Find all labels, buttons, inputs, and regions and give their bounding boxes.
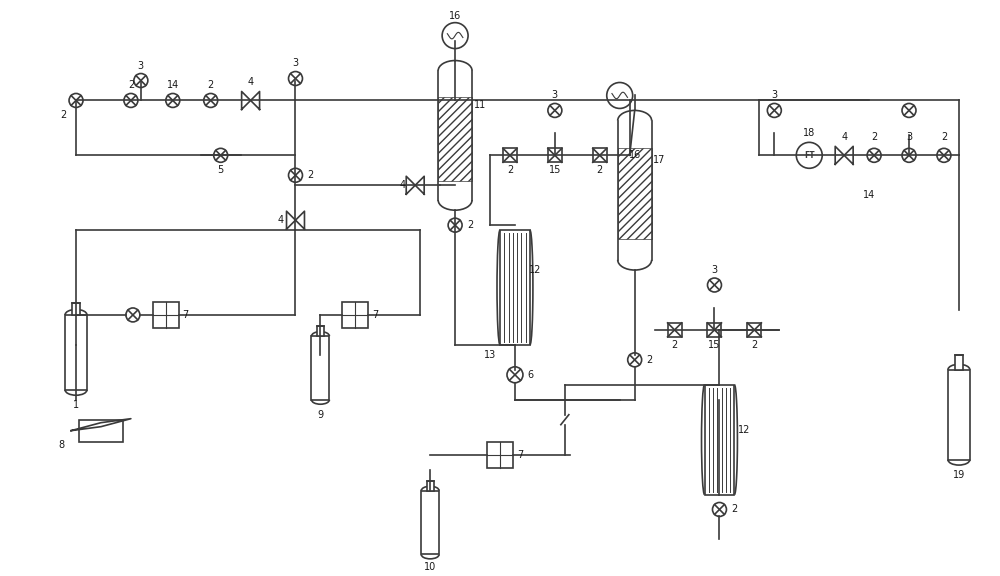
Bar (72, 303, 80, 315)
Bar (707, 323, 721, 337)
Bar (487, 442, 513, 468)
Text: 3: 3 (138, 60, 144, 70)
Text: 17: 17 (653, 156, 666, 165)
Text: 11: 11 (474, 100, 486, 111)
Text: 2: 2 (60, 111, 66, 120)
Bar (65, 315, 87, 390)
Bar (79, 420, 123, 442)
Text: 3: 3 (711, 265, 718, 275)
Bar (747, 323, 761, 337)
Bar (153, 302, 179, 328)
Text: 7: 7 (517, 450, 523, 460)
Bar (955, 355, 963, 370)
Text: 2: 2 (208, 81, 214, 90)
Text: 4: 4 (399, 180, 405, 190)
Text: 15: 15 (708, 340, 721, 350)
Text: 2: 2 (467, 220, 473, 230)
Text: 14: 14 (167, 81, 179, 90)
Text: 19: 19 (953, 469, 965, 480)
Text: 6: 6 (528, 370, 534, 380)
Bar (438, 97, 472, 181)
Text: 2: 2 (307, 170, 314, 180)
Bar (342, 302, 368, 328)
Text: 9: 9 (317, 410, 323, 420)
Text: 4: 4 (841, 132, 847, 142)
Text: 12: 12 (738, 425, 751, 435)
Bar (593, 149, 607, 162)
Text: 16: 16 (449, 11, 461, 21)
Bar (668, 323, 682, 337)
Bar (427, 480, 434, 491)
Text: 18: 18 (803, 128, 815, 138)
Bar (503, 149, 517, 162)
Text: 8: 8 (58, 439, 64, 450)
Text: 5: 5 (218, 165, 224, 175)
Text: FT: FT (804, 151, 815, 160)
Text: 2: 2 (941, 132, 947, 142)
Text: 4: 4 (248, 78, 254, 88)
Text: 2: 2 (647, 355, 653, 365)
Bar (548, 149, 562, 162)
Text: 2: 2 (128, 81, 134, 90)
Bar (500, 230, 530, 345)
Bar (311, 336, 329, 400)
Text: 15: 15 (549, 165, 561, 175)
Text: 7: 7 (372, 310, 378, 320)
Bar (948, 370, 970, 460)
Text: 14: 14 (863, 190, 875, 200)
Bar (705, 385, 734, 495)
Text: 3: 3 (906, 132, 912, 142)
Text: 2: 2 (671, 340, 678, 350)
Text: 2: 2 (731, 505, 738, 514)
Bar (317, 326, 324, 336)
Text: 7: 7 (183, 310, 189, 320)
Text: 2: 2 (751, 340, 758, 350)
Bar (421, 491, 439, 554)
Text: 3: 3 (292, 58, 299, 67)
Text: 3: 3 (771, 90, 777, 100)
Text: 2: 2 (871, 132, 877, 142)
Text: 3: 3 (552, 90, 558, 100)
Text: 16: 16 (629, 150, 641, 160)
Text: 2: 2 (507, 165, 513, 175)
Text: 2: 2 (597, 165, 603, 175)
Text: 12: 12 (529, 265, 541, 275)
Text: 4: 4 (277, 215, 284, 225)
Text: 10: 10 (424, 562, 436, 573)
Text: 1: 1 (73, 400, 79, 410)
Text: 13: 13 (484, 350, 496, 360)
Bar (618, 149, 652, 239)
